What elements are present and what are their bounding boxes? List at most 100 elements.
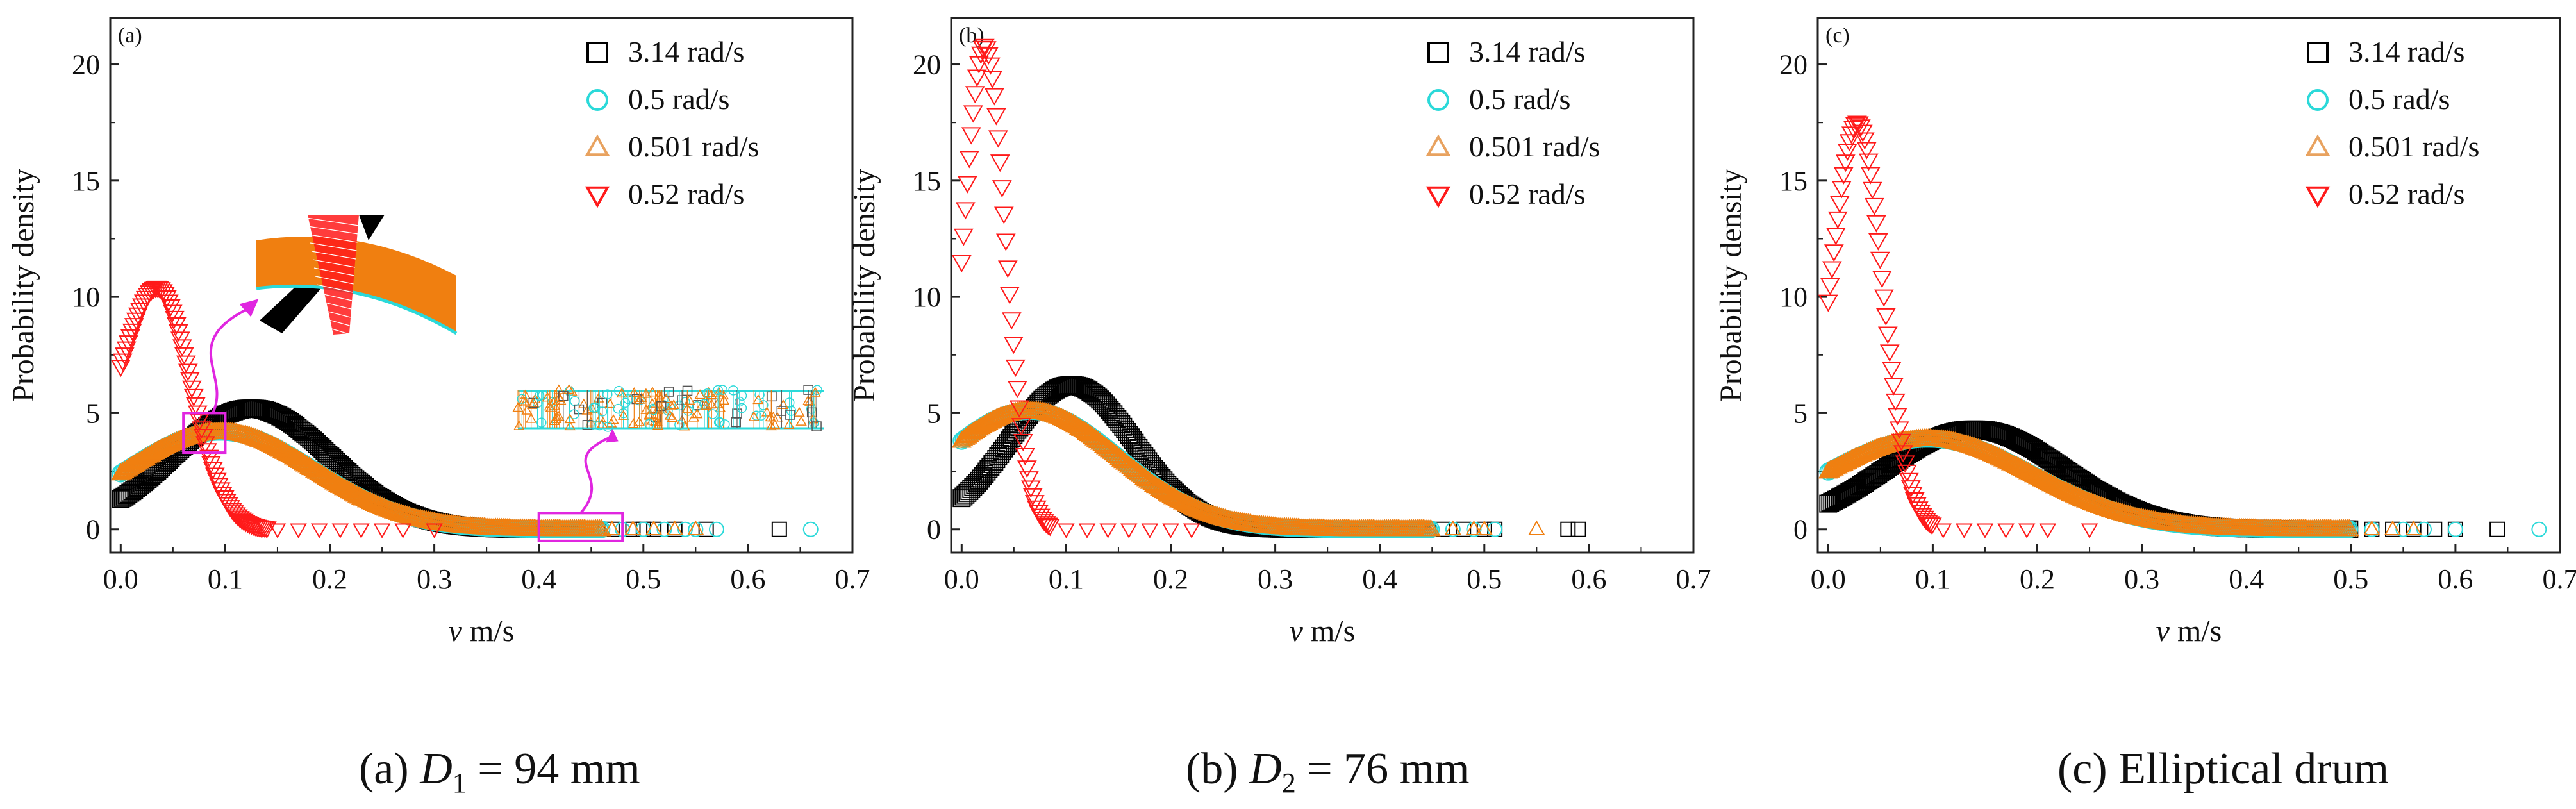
point — [335, 478, 356, 497]
point — [1005, 359, 1026, 377]
inset2-point — [608, 414, 619, 424]
legend-marker — [585, 186, 610, 208]
point — [1883, 378, 1904, 396]
x-axis-unit: m/s — [1303, 614, 1355, 648]
point — [337, 480, 358, 497]
point — [1143, 474, 1164, 492]
inset2-point — [794, 406, 805, 417]
point — [347, 485, 367, 503]
point — [1149, 478, 1170, 496]
x-tick-label: 0.1 — [208, 563, 243, 595]
point — [295, 454, 315, 472]
point — [1977, 442, 1998, 460]
point — [2022, 463, 2042, 481]
legend-item: 0.52 rad/s — [2305, 178, 2464, 210]
point — [176, 427, 196, 445]
point — [1049, 406, 1070, 424]
point — [1155, 481, 1176, 500]
point — [1918, 515, 1938, 533]
point — [2002, 454, 2023, 472]
y-tick-label: 0 — [86, 514, 100, 546]
point — [204, 467, 225, 485]
x-axis-label: v m/s — [1290, 614, 1356, 648]
point — [2489, 521, 2505, 537]
point — [2018, 523, 2036, 538]
legend-item: 0.501 rad/s — [2305, 130, 2479, 163]
x-tick-label: 0.0 — [1811, 563, 1846, 595]
point — [2025, 465, 2046, 483]
point — [310, 463, 331, 481]
inset2-point — [812, 385, 822, 396]
point — [2018, 462, 2038, 480]
point — [1162, 523, 1179, 538]
point — [1891, 433, 1911, 451]
point — [2068, 487, 2088, 505]
point — [1993, 449, 2013, 467]
caption-prefix: (a) — [359, 744, 420, 794]
y-tick-label: 0 — [927, 514, 941, 546]
x-tick-label: 0.2 — [1153, 563, 1188, 595]
point — [112, 353, 133, 371]
point — [249, 429, 269, 447]
inset2-point — [513, 420, 525, 430]
x-axis-label: v m/s — [449, 614, 515, 648]
y-tick-label: 10 — [913, 281, 941, 313]
panel-caption: (b) D2 = 76 mm — [1186, 744, 1470, 799]
caption-prefix: (c) — [2057, 744, 2118, 794]
point — [1934, 523, 1952, 538]
point — [1017, 460, 1037, 478]
point — [1981, 444, 2002, 462]
point — [287, 449, 308, 467]
point — [116, 341, 137, 359]
point — [278, 444, 298, 462]
inset-hatch — [319, 301, 352, 310]
point — [1870, 251, 1890, 269]
point — [1067, 416, 1087, 434]
point — [1167, 488, 1187, 506]
point — [274, 441, 294, 459]
legend-marker — [2307, 89, 2329, 111]
x-tick-label: 0.7 — [1676, 563, 1711, 595]
inset2-point — [765, 420, 777, 431]
inset2-point — [708, 409, 718, 419]
point — [201, 456, 221, 474]
point — [299, 456, 319, 474]
point — [1995, 450, 2015, 468]
x-tick-label: 0.2 — [312, 563, 347, 595]
point — [645, 520, 663, 535]
point — [2447, 521, 2463, 537]
inset-hatch — [313, 267, 354, 276]
point — [2531, 521, 2547, 537]
point — [1850, 119, 1871, 137]
inset2-point — [667, 412, 678, 422]
point — [1956, 523, 1973, 538]
point — [268, 438, 288, 456]
y-tick-label: 20 — [913, 49, 941, 81]
point — [247, 428, 267, 446]
point — [1013, 433, 1033, 452]
legend-label: 0.5 rad/s — [2348, 83, 2450, 115]
inset-hatch — [310, 242, 357, 251]
point — [2039, 523, 2057, 538]
legend-label: 3.14 rad/s — [1469, 35, 1585, 68]
point — [1847, 115, 1867, 133]
x-axis-var: v — [449, 614, 463, 648]
point — [269, 523, 287, 538]
inset-box — [182, 412, 227, 455]
point — [2363, 520, 2381, 535]
inset2-point — [596, 418, 608, 428]
point — [1001, 312, 1022, 330]
point — [264, 436, 285, 454]
point — [320, 469, 340, 487]
point — [316, 467, 337, 485]
point — [360, 492, 381, 510]
point — [162, 304, 183, 322]
inset2-point — [717, 385, 727, 395]
x-tick-label: 0.2 — [2020, 563, 2055, 595]
point — [1831, 181, 1852, 199]
point — [114, 347, 135, 365]
point — [178, 363, 198, 381]
inset2-point — [769, 419, 781, 430]
legend-marker — [2305, 186, 2331, 208]
